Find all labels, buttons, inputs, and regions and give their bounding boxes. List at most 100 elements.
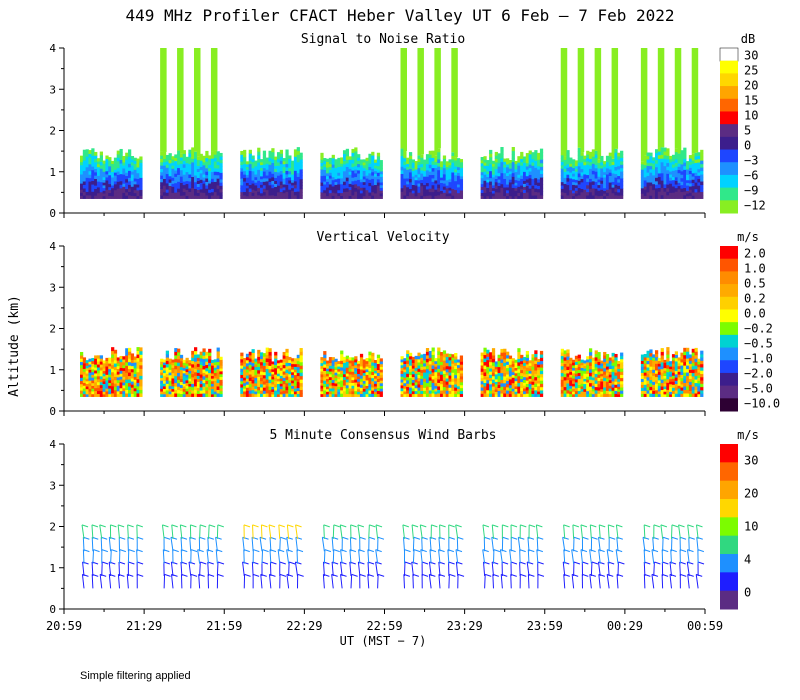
heat-cell xyxy=(288,393,292,397)
heat-cell xyxy=(88,388,92,392)
heat-cell xyxy=(680,177,684,182)
heat-cell xyxy=(162,359,167,363)
heat-cell xyxy=(162,48,167,152)
heat-cell xyxy=(528,370,532,374)
heat-cell xyxy=(88,156,92,161)
heat-cell xyxy=(357,154,361,158)
heat-cell xyxy=(674,361,678,365)
heat-cell xyxy=(680,390,684,394)
heat-cell xyxy=(406,356,410,361)
heat-cell xyxy=(537,192,541,196)
heat-cell xyxy=(326,368,330,372)
heat-cell xyxy=(483,180,487,184)
heat-cell xyxy=(185,192,189,196)
heat-cell xyxy=(139,389,143,394)
heat-cell xyxy=(400,155,404,160)
heat-cell xyxy=(362,159,366,163)
heat-cell xyxy=(299,172,303,177)
heat-cell xyxy=(96,370,101,374)
heat-cell xyxy=(680,387,684,391)
heat-cell xyxy=(254,184,258,189)
heat-cell xyxy=(620,380,624,385)
heat-cell xyxy=(660,351,664,356)
heat-cell xyxy=(525,185,530,190)
heat-cell xyxy=(563,357,567,361)
heat-cell xyxy=(96,361,101,365)
heat-cell xyxy=(491,174,496,178)
heat-cell xyxy=(586,161,590,165)
heat-cell xyxy=(514,195,518,199)
heat-cell xyxy=(420,357,424,361)
colorbar-label: 15 xyxy=(744,94,758,108)
heat-cell xyxy=(442,183,447,187)
heat-cell xyxy=(417,377,421,382)
heat-cell xyxy=(260,383,264,388)
heat-cell xyxy=(194,354,198,359)
heat-cell xyxy=(580,165,584,170)
heat-cell xyxy=(420,160,424,165)
heat-cell xyxy=(160,388,164,392)
heat-cell xyxy=(537,383,541,387)
heat-cell xyxy=(188,373,192,377)
heat-cell xyxy=(245,375,250,379)
heat-cell xyxy=(539,386,544,391)
heat-cell xyxy=(494,161,498,166)
heat-cell xyxy=(243,153,247,158)
heat-cell xyxy=(191,147,195,152)
heat-cell xyxy=(459,175,464,180)
heat-cell xyxy=(362,377,366,382)
heat-cell xyxy=(580,383,584,387)
heat-cell xyxy=(245,381,250,385)
heat-cell xyxy=(276,185,281,190)
heat-cell xyxy=(588,382,593,387)
heat-cell xyxy=(188,378,192,382)
heat-cell xyxy=(368,358,372,362)
heat-cell xyxy=(299,372,303,377)
heat-cell xyxy=(362,181,366,185)
heat-cell xyxy=(276,165,281,170)
heat-cell xyxy=(348,186,352,190)
heat-cell xyxy=(442,167,447,172)
heat-cell xyxy=(411,173,416,177)
heat-cell xyxy=(216,164,220,169)
heat-cell xyxy=(160,393,164,397)
heat-cell xyxy=(130,155,135,160)
heat-cell xyxy=(586,191,590,196)
heat-cell xyxy=(569,388,573,392)
heat-cell xyxy=(130,368,135,373)
heat-cell xyxy=(522,373,527,378)
heat-cell xyxy=(437,375,441,380)
heat-cell xyxy=(299,354,303,359)
heat-cell xyxy=(288,195,292,199)
heat-cell xyxy=(594,370,598,374)
heat-cell xyxy=(191,386,195,391)
heat-cell xyxy=(257,187,261,192)
heat-cell xyxy=(448,162,452,166)
heat-cell xyxy=(119,170,123,175)
heat-cell xyxy=(108,192,112,197)
heat-cell xyxy=(213,195,218,199)
heat-cell xyxy=(448,176,452,180)
heat-cell xyxy=(285,160,289,164)
heat-cell xyxy=(614,363,618,367)
heat-cell xyxy=(279,149,284,154)
heat-cell xyxy=(342,188,347,193)
heat-cell xyxy=(603,174,607,178)
heat-cell xyxy=(208,155,212,159)
heat-cell xyxy=(208,379,212,384)
heat-cell xyxy=(657,363,662,367)
heat-cell xyxy=(80,164,84,169)
heat-cell xyxy=(245,387,250,391)
heat-cell xyxy=(216,389,220,394)
heat-cell xyxy=(586,379,590,383)
heat-cell xyxy=(139,347,143,352)
heat-cell xyxy=(420,369,424,373)
heat-cell xyxy=(531,378,535,382)
heat-cell xyxy=(125,362,129,366)
heat-cell xyxy=(420,375,424,379)
heat-cell xyxy=(328,169,333,173)
heat-cell xyxy=(285,195,289,199)
heat-cell xyxy=(591,170,596,175)
heat-cell xyxy=(119,152,123,157)
heat-cell xyxy=(111,163,115,167)
